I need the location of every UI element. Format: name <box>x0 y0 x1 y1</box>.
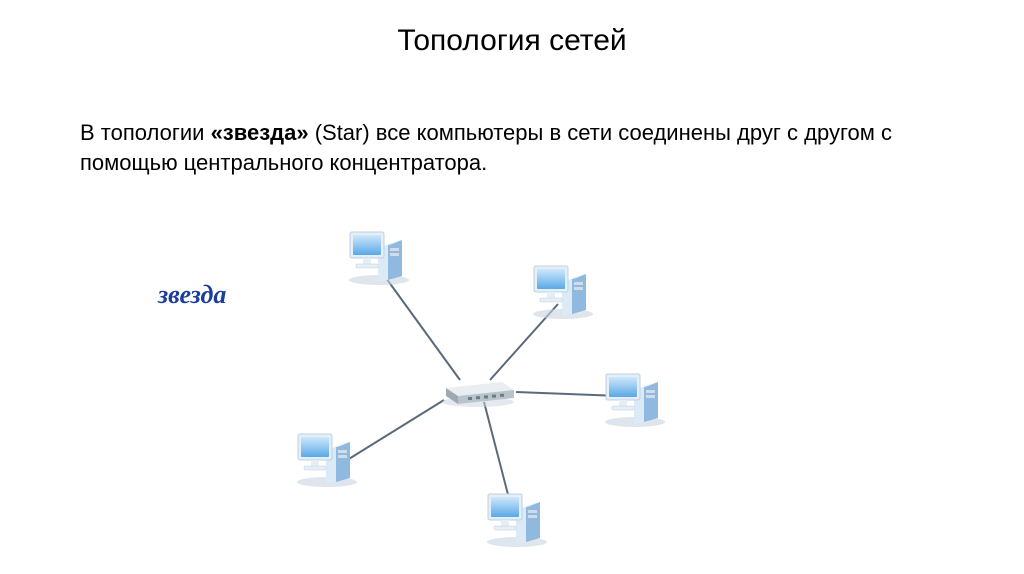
connection-line <box>386 278 460 380</box>
diagram-label: звезда <box>158 280 226 310</box>
star-topology-diagram <box>260 218 680 558</box>
computer-icon <box>344 226 414 286</box>
desc-prefix: В топологии <box>80 120 211 145</box>
page-title: Топология сетей <box>0 0 1024 58</box>
computer-icon <box>292 428 362 488</box>
computer-icon <box>600 368 670 428</box>
hub-icon <box>438 378 518 408</box>
computer-icon <box>482 488 552 548</box>
description-paragraph: В топологии «звезда» (Star) все компьюте… <box>80 118 944 177</box>
computer-icon <box>528 260 598 320</box>
desc-bold: «звезда» <box>211 120 309 145</box>
